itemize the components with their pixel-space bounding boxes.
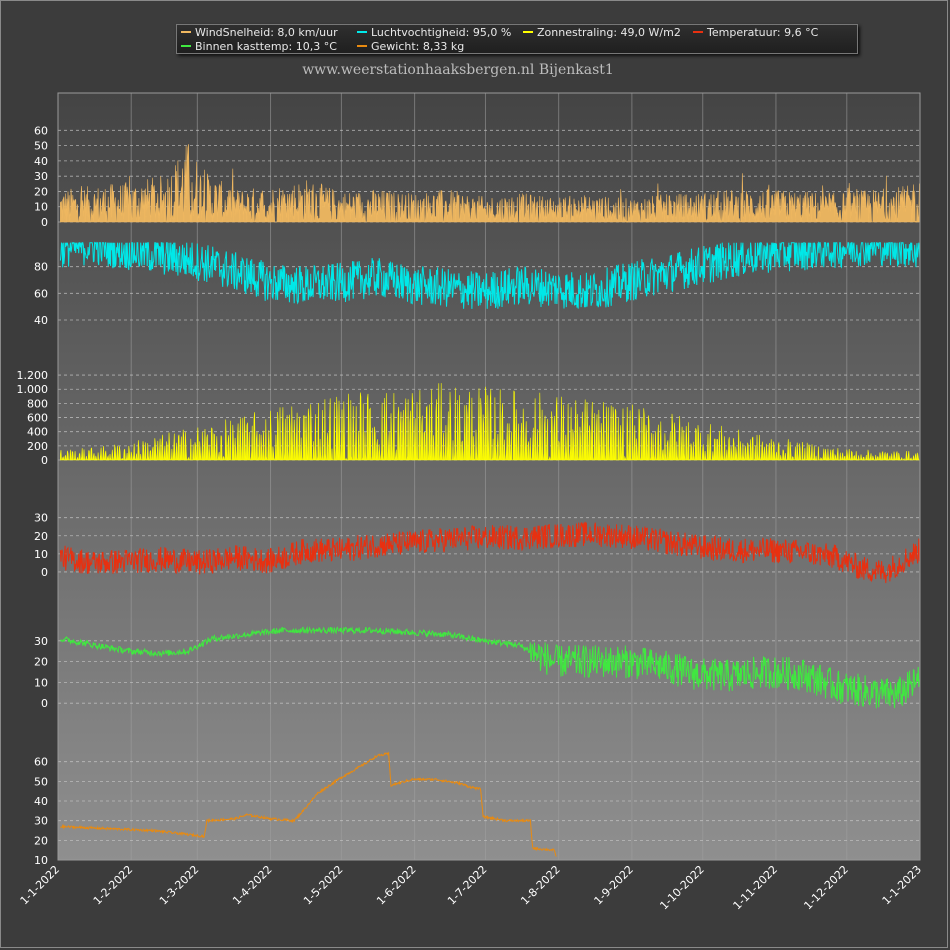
x-tick-label: 1-5-2022: [301, 863, 346, 908]
y-tick-label: 10: [34, 548, 48, 561]
x-tick-label: 1-2-2022: [91, 863, 136, 908]
series-luchtvochtigheid: [59, 241, 921, 309]
y-tick-label: 200: [27, 440, 48, 453]
series-area: [60, 383, 921, 461]
series-windsnelheid: [60, 144, 921, 224]
legend-item-luchtvochtigheid: Luchtvochtigheid: 95,0 %: [357, 26, 511, 39]
y-tick-label: 50: [34, 775, 48, 788]
x-tick-label: 1-7-2022: [445, 863, 490, 908]
y-tick-label: 60: [34, 756, 48, 769]
y-tick-label: 800: [27, 397, 48, 410]
y-tick-label: 80: [34, 261, 48, 274]
y-tick-label: 30: [34, 635, 48, 648]
y-tick-label: 10: [34, 854, 48, 867]
legend-swatch-temperatuur: [693, 31, 703, 33]
legend-label-binnen-kasttemp: Binnen kasttemp: 10,3 °C: [195, 40, 337, 53]
y-tick-label: 40: [34, 314, 48, 327]
legend-swatch-windsnelheid: [181, 31, 191, 33]
x-tick-label: 1-1-2022: [18, 863, 63, 908]
x-tick-label: 1-12-2022: [801, 863, 850, 912]
x-tick-label: 1-10-2022: [657, 863, 706, 912]
y-tick-label: 0: [41, 216, 48, 229]
series-gewicht: [60, 751, 557, 857]
series-area: [60, 144, 921, 224]
x-tick-label: 1-3-2022: [157, 863, 202, 908]
y-tick-label: 400: [27, 426, 48, 439]
y-tick-label: 10: [34, 201, 48, 214]
legend-label-gewicht: Gewicht: 8,33 kg: [371, 40, 465, 53]
legend: WindSnelheid: 8,0 km/uur Luchtvochtighei…: [176, 24, 858, 54]
legend-label-zonnestraling: Zonnestraling: 49,0 W/m2: [537, 26, 681, 39]
y-tick-label: 0: [41, 454, 48, 467]
x-tick-label: 1-9-2022: [591, 863, 636, 908]
y-tick-label: 40: [34, 795, 48, 808]
legend-swatch-gewicht: [357, 45, 367, 47]
y-tick-label: 1.200: [17, 369, 49, 382]
legend-label-windsnelheid: WindSnelheid: 8,0 km/uur: [195, 26, 338, 39]
legend-item-gewicht: Gewicht: 8,33 kg: [357, 40, 464, 53]
y-tick-label: 10: [34, 676, 48, 689]
legend-label-temperatuur: Temperatuur: 9,6 °C: [707, 26, 819, 39]
legend-item-temperatuur: Temperatuur: 9,6 °C: [693, 26, 818, 39]
y-tick-label: 20: [34, 185, 48, 198]
series-zonnestraling: [60, 383, 921, 461]
chart-subtitle: www.weerstationhaaksbergen.nl Bijenkast1: [302, 62, 614, 78]
y-tick-label: 30: [34, 512, 48, 525]
plot-border: [57, 92, 921, 861]
y-tick-label: 30: [34, 170, 48, 183]
y-tick-label: 20: [34, 530, 48, 543]
x-tick-label: 1-8-2022: [518, 863, 563, 908]
legend-item-binnen-kasttemp: Binnen kasttemp: 10,3 °C: [181, 40, 337, 53]
x-tick-label: 1-4-2022: [230, 863, 275, 908]
series-line: [59, 521, 921, 584]
y-tick-label: 600: [27, 412, 48, 425]
y-tick-label: 0: [41, 566, 48, 579]
y-tick-label: 20: [34, 656, 48, 669]
series-line: [59, 626, 921, 709]
x-tick-label: 1-1-2023: [880, 863, 925, 908]
legend-swatch-binnen-kasttemp: [181, 45, 191, 47]
x-tick-label: 1-11-2022: [731, 863, 780, 912]
legend-item-windsnelheid: WindSnelheid: 8,0 km/uur: [181, 26, 338, 39]
y-tick-label: 60: [34, 287, 48, 300]
y-tick-label: 50: [34, 140, 48, 153]
series-line: [60, 751, 557, 857]
x-tick-label: 1-6-2022: [374, 863, 419, 908]
y-tick-label: 60: [34, 124, 48, 137]
legend-item-zonnestraling: Zonnestraling: 49,0 W/m2: [523, 26, 681, 39]
y-tick-label: 20: [34, 834, 48, 847]
series-binnen-kasttemp: [59, 626, 921, 709]
series-temperatuur: [59, 521, 921, 584]
y-tick-label: 30: [34, 815, 48, 828]
y-tick-label: 1.000: [17, 383, 49, 396]
y-tick-label: 40: [34, 155, 48, 168]
series-line: [59, 241, 921, 309]
legend-label-luchtvochtigheid: Luchtvochtigheid: 95,0 %: [371, 26, 512, 39]
legend-swatch-luchtvochtigheid: [357, 31, 367, 33]
y-tick-label: 0: [41, 697, 48, 710]
legend-swatch-zonnestraling: [523, 31, 533, 33]
